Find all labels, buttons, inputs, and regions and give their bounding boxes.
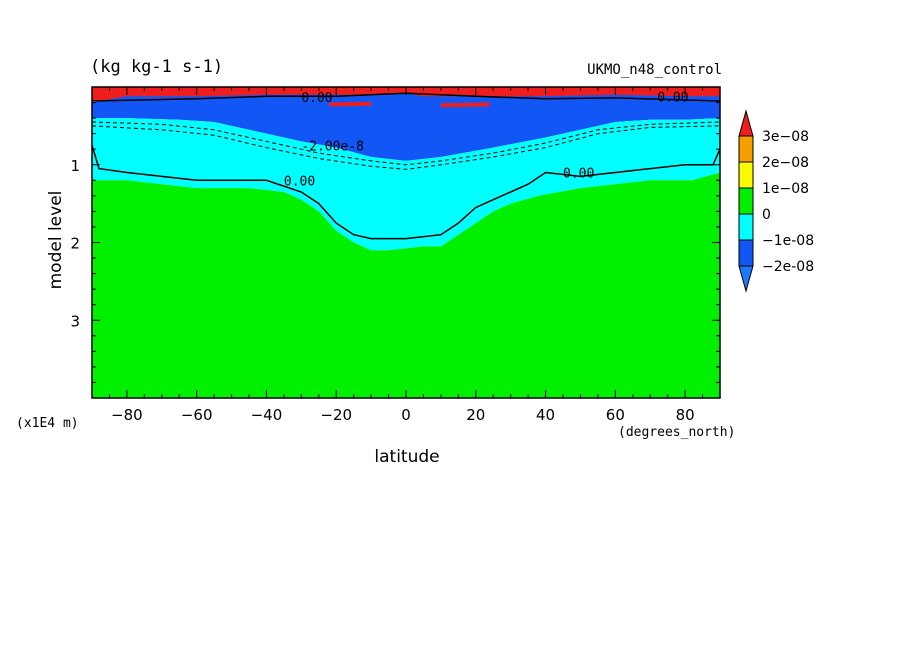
units-label: (kg kg-1 s-1) <box>90 57 224 77</box>
y-tick-label: 3 <box>70 312 80 330</box>
colorbar-label: 0 <box>762 207 771 223</box>
x-tick-label: 20 <box>466 406 485 424</box>
contour-label-3: 0.00 <box>301 91 332 106</box>
x-tick-label: −20 <box>320 406 352 424</box>
contour-label-0: 0.00 <box>284 174 315 189</box>
contour-line-1 <box>92 121 720 166</box>
colorbar-label: 1e−08 <box>762 181 809 197</box>
colorbar-arrow-bottom <box>738 265 754 293</box>
x-tick-label: 60 <box>606 406 625 424</box>
y-tick-label: 1 <box>70 157 80 175</box>
contour-label-2: 0.00 <box>657 90 688 105</box>
colorbar-label: −1e-08 <box>762 233 814 249</box>
x-axis-units: (degrees_north) <box>618 425 736 440</box>
x-axis-label: latitude <box>374 447 440 467</box>
colorbar-box <box>738 187 754 215</box>
colorbar-box <box>738 213 754 241</box>
region-negative-upper <box>92 93 720 161</box>
y-axis-label: model level <box>46 190 66 290</box>
x-tick-label: 80 <box>676 406 695 424</box>
y-tick-label: 2 <box>70 235 80 253</box>
plot-area: 0.00 0.00 0.00 0.00 -2.00e-8 <box>92 87 720 398</box>
region-negative-strong-blob-1 <box>329 101 372 107</box>
colorbar-label: −2e-08 <box>762 259 814 275</box>
x-tick-label: 40 <box>536 406 555 424</box>
colorbar-label: 2e−08 <box>762 155 809 171</box>
region-negative-strong-blob-2 <box>440 102 490 108</box>
region-positive-lower <box>92 172 720 398</box>
colorbar-box <box>738 239 754 267</box>
x-tick-label: 0 <box>401 406 411 424</box>
contour-line-2 <box>92 125 720 170</box>
y-axis-units: (x1E4 m) <box>16 416 79 431</box>
colorbar-label: 3e−08 <box>762 129 809 145</box>
colorbar-arrow-top <box>738 109 754 137</box>
colorbar-box <box>738 135 754 163</box>
source-label: UKMO_n48_control <box>587 62 722 78</box>
contour-label-4: -2.00e-8 <box>301 139 364 154</box>
x-tick-label: −60 <box>181 406 213 424</box>
contour-line-3 <box>92 145 720 240</box>
x-tick-label: −40 <box>251 406 283 424</box>
x-tick-label: −80 <box>111 406 143 424</box>
colorbar-box <box>738 161 754 189</box>
contour-label-1: 0.00 <box>563 167 594 182</box>
region-negative-mid <box>92 118 720 251</box>
